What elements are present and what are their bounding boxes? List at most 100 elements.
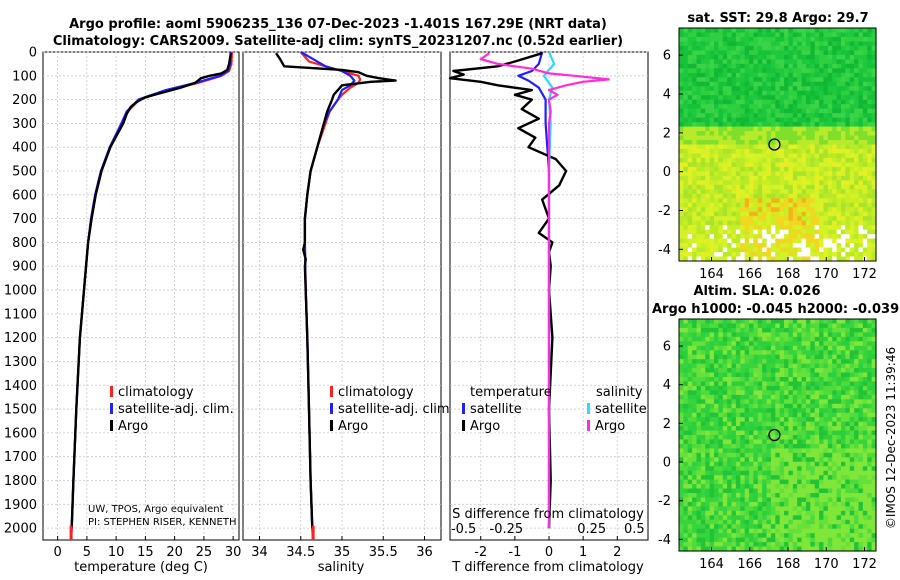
map-cell (687, 229, 693, 235)
map-cell (779, 515, 785, 521)
legend-satellite-label: satellite-adj. clim. (118, 402, 234, 417)
map-cell (714, 390, 719, 396)
map-cell (740, 452, 746, 458)
map-cell (871, 417, 877, 423)
map-cell (867, 148, 873, 155)
map-cell (762, 171, 768, 177)
map-cell (788, 175, 794, 181)
map-cell (845, 408, 851, 414)
map-cell (770, 135, 776, 141)
map-cell (779, 488, 785, 494)
map-cell (766, 157, 772, 164)
map-cell (770, 457, 776, 463)
map-cell (757, 341, 763, 347)
map-cell (770, 122, 776, 128)
map-cell (849, 488, 855, 494)
map-cell (862, 50, 868, 56)
map-cell (867, 484, 873, 490)
map-cell (692, 171, 698, 177)
map-cell (727, 184, 733, 190)
map-y-tick-label: -4 (658, 533, 671, 548)
map-cell (740, 501, 746, 507)
map-cell (757, 399, 763, 405)
map-cell (871, 475, 877, 481)
map-cell (757, 225, 763, 231)
map-cell (687, 256, 693, 262)
map-cell (749, 211, 755, 217)
map-cell (705, 41, 711, 47)
map-cell (727, 377, 733, 383)
map-cell (858, 68, 864, 74)
map-cell (784, 63, 790, 69)
map-cell (827, 510, 833, 516)
map-cell (867, 524, 873, 530)
map-cell (696, 417, 702, 423)
map-cell (700, 68, 706, 74)
map-cell (722, 162, 728, 168)
map-cell (854, 68, 860, 74)
map-cell (849, 368, 855, 374)
map-cell (858, 41, 864, 47)
map-cell (779, 399, 785, 405)
map-cell (823, 479, 829, 485)
map-cell (744, 175, 750, 181)
salinity-legend: climatology satellite-adj. clim. Argo (330, 385, 454, 434)
map-cell (731, 363, 737, 369)
map-cell (709, 390, 715, 396)
map-cell (770, 466, 776, 472)
map-cell (858, 524, 864, 530)
map-cell (718, 229, 724, 235)
map-cell (683, 497, 689, 503)
map-cell (805, 319, 811, 325)
map-cell (797, 546, 803, 552)
map-cell (823, 426, 829, 432)
map-cell (845, 50, 851, 56)
map-cell (718, 144, 724, 150)
map-cell (810, 59, 816, 65)
map-cell (705, 81, 711, 87)
map-cell (766, 122, 772, 128)
map-cell (770, 113, 776, 119)
map-cell (770, 336, 776, 342)
map-cell (836, 189, 842, 195)
map-cell (810, 225, 816, 231)
map-cell (823, 350, 829, 356)
map-cell (858, 171, 864, 177)
map-cell (784, 90, 790, 96)
map-cell (727, 403, 733, 409)
map-cell (718, 354, 724, 360)
map-cell (845, 36, 851, 43)
map-cell (740, 243, 746, 249)
map-cell (709, 184, 715, 190)
depth-tick-label: 800 (12, 236, 37, 251)
map-cell (731, 399, 737, 405)
map-cell (692, 229, 698, 235)
map-cell (849, 475, 855, 481)
map-cell (770, 323, 776, 329)
map-cell (740, 117, 746, 123)
map-cell (862, 180, 868, 186)
map-cell (814, 234, 820, 240)
map-cell (696, 256, 702, 262)
map-cell (854, 323, 860, 329)
map-cell (823, 99, 829, 105)
map-cell (762, 385, 768, 391)
map-cell (740, 81, 746, 87)
map-cell (775, 135, 781, 141)
map-cell (849, 63, 855, 69)
map-cell (709, 202, 715, 208)
map-cell (692, 68, 698, 74)
map-cell (858, 238, 864, 244)
map-cell (862, 336, 868, 342)
map-cell (819, 144, 825, 150)
map-cell (766, 533, 772, 539)
map-cell (692, 90, 698, 96)
map-cell (749, 519, 755, 525)
x-tick-label: 10 (108, 545, 125, 560)
map-cell (871, 497, 877, 503)
map-cell (862, 479, 868, 485)
map-cell (731, 72, 737, 78)
map-cell (714, 372, 719, 378)
map-cell (832, 220, 838, 226)
map-cell (740, 390, 746, 396)
